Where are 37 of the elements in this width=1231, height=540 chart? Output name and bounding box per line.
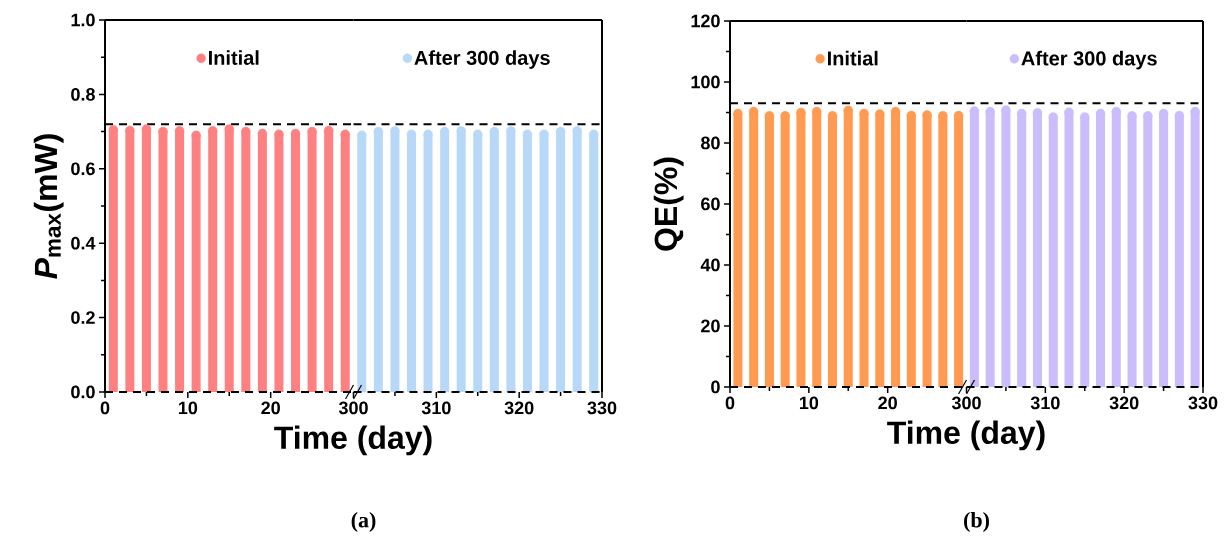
legend-label: After 300 days — [414, 50, 550, 69]
y-tick-label: 60 — [701, 197, 720, 211]
legend-label: Initial — [827, 50, 878, 66]
x-axis-title: Time (day) — [274, 425, 432, 456]
x-tick-label: 310 — [421, 401, 451, 415]
y-axis-title: P$_{max}$(mW) — [33, 134, 64, 279]
x-tick-label: 20 — [261, 401, 280, 415]
y-tick-label: 0.6 — [71, 162, 95, 176]
y-tick-label: 0.4 — [71, 236, 96, 250]
text: (b) — [964, 512, 989, 532]
y-tick-label: 0.0 — [71, 385, 95, 399]
y-tick-label: 0 — [711, 380, 720, 394]
y-tick-label: 1.0 — [71, 13, 95, 27]
x-tick-label: 310 — [1030, 396, 1060, 410]
y-tick-label: 80 — [701, 136, 720, 150]
y-tick-label: 100 — [691, 75, 720, 89]
x-tick-label: 320 — [504, 401, 534, 415]
legend-label: After 300 days — [1021, 50, 1157, 70]
y-tick-label: 0.2 — [71, 311, 95, 324]
y-tick-label: 20 — [701, 319, 720, 333]
x-tick-label: 330 — [1188, 396, 1218, 410]
y-axis-title: QE(%) — [653, 157, 684, 251]
y-tick-label: 0.8 — [71, 88, 95, 101]
x-tick-label: 10 — [799, 396, 819, 410]
x-tick-label: 330 — [587, 401, 617, 415]
x-tick-label: 20 — [878, 396, 897, 410]
x-tick-label: 0 — [100, 401, 110, 415]
legend-label: Initial — [208, 50, 259, 65]
y-tick-label: 40 — [700, 258, 720, 272]
text: (a) — [351, 512, 376, 532]
x-tick-label: 0 — [725, 396, 735, 410]
y-tick-label: 120 — [691, 14, 720, 28]
x-tick-label: 320 — [1109, 396, 1139, 410]
x-tick-label: 10 — [178, 401, 198, 415]
x-tick-label: 300 — [338, 401, 368, 415]
x-axis-title: Time (day) — [887, 420, 1045, 451]
x-tick-label: 300 — [951, 396, 981, 410]
